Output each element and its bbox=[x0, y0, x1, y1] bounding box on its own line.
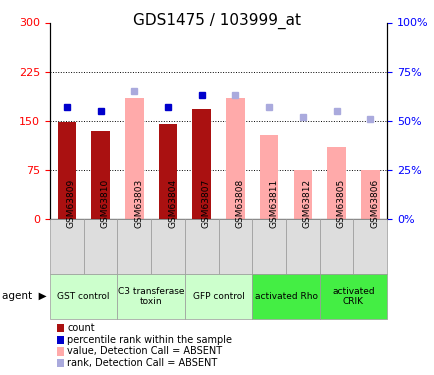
Text: value, Detection Call = ABSENT: value, Detection Call = ABSENT bbox=[67, 346, 222, 356]
Text: activated
CRIK: activated CRIK bbox=[332, 286, 374, 306]
Bar bbox=[84, 219, 117, 274]
Bar bbox=[352, 219, 386, 274]
Bar bbox=[226, 98, 244, 219]
Bar bbox=[252, 219, 286, 274]
Bar bbox=[252, 274, 319, 319]
Bar bbox=[184, 274, 252, 319]
Bar bbox=[218, 219, 252, 274]
Text: percentile rank within the sample: percentile rank within the sample bbox=[67, 335, 232, 345]
Text: GSM63811: GSM63811 bbox=[269, 178, 277, 228]
Text: GDS1475 / 103999_at: GDS1475 / 103999_at bbox=[133, 13, 301, 29]
Text: GSM63807: GSM63807 bbox=[201, 178, 210, 228]
Text: activated Rho: activated Rho bbox=[254, 292, 317, 301]
Text: agent  ▶: agent ▶ bbox=[2, 291, 47, 301]
Bar bbox=[117, 274, 184, 319]
Bar bbox=[326, 147, 345, 219]
Text: GSM63808: GSM63808 bbox=[235, 178, 244, 228]
Bar bbox=[192, 109, 210, 219]
Bar bbox=[50, 274, 117, 319]
Text: C3 transferase
toxin: C3 transferase toxin bbox=[118, 286, 184, 306]
Text: GSM63806: GSM63806 bbox=[369, 178, 378, 228]
Text: GSM63804: GSM63804 bbox=[168, 178, 177, 228]
Text: GSM63810: GSM63810 bbox=[100, 178, 109, 228]
Bar bbox=[184, 219, 218, 274]
Bar bbox=[319, 219, 352, 274]
Bar bbox=[50, 219, 84, 274]
Bar bbox=[319, 274, 386, 319]
Bar bbox=[125, 98, 143, 219]
Bar bbox=[293, 170, 312, 219]
Bar bbox=[286, 219, 319, 274]
Bar bbox=[259, 135, 278, 219]
Bar bbox=[360, 170, 379, 219]
Text: count: count bbox=[67, 323, 95, 333]
Bar bbox=[158, 124, 177, 219]
Bar bbox=[151, 219, 184, 274]
Text: GSM63805: GSM63805 bbox=[336, 178, 345, 228]
Bar bbox=[57, 122, 76, 219]
Text: GFP control: GFP control bbox=[192, 292, 244, 301]
Bar bbox=[91, 131, 110, 219]
Text: GSM63803: GSM63803 bbox=[134, 178, 143, 228]
Bar bbox=[117, 219, 151, 274]
Text: GSM63809: GSM63809 bbox=[67, 178, 76, 228]
Text: GST control: GST control bbox=[57, 292, 110, 301]
Text: GSM63812: GSM63812 bbox=[302, 178, 311, 228]
Text: rank, Detection Call = ABSENT: rank, Detection Call = ABSENT bbox=[67, 358, 217, 368]
